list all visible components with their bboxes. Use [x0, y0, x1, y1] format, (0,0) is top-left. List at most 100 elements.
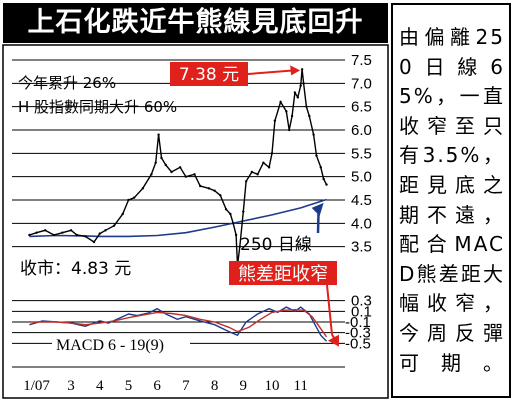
price-point-35 — [242, 210, 245, 213]
y-tick-label-6: 4.5 — [351, 192, 372, 209]
price-point-27 — [213, 189, 216, 192]
price-point-20 — [164, 163, 167, 167]
y-tick-label-4: 5.5 — [351, 145, 372, 162]
peak-price-arrow-line — [247, 69, 295, 75]
price-point-49 — [299, 84, 302, 87]
macd-tick-label-4: -0.5 — [345, 335, 371, 352]
y-tick-label-2: 6.5 — [351, 99, 372, 116]
annotation-ytd: 今年累升 26% — [18, 74, 116, 92]
y-tick-label-0: 7.5 — [351, 52, 372, 69]
price-point-8 — [92, 240, 96, 244]
price-point-41 — [270, 152, 274, 155]
price-point-28 — [219, 194, 222, 197]
chart-headline: 上石化跌近牛熊線見底回升 — [3, 3, 388, 43]
x-tick-label-4: 6 — [153, 378, 161, 394]
annotation-hshares: H 股指數同期大升 60% — [18, 98, 177, 116]
price-point-16 — [150, 173, 153, 176]
price-point-13 — [127, 198, 130, 202]
peak-price-callout-text: 7.38 元 — [179, 65, 239, 85]
x-tick-label-2: 4 — [96, 378, 104, 394]
price-point-29 — [224, 208, 228, 211]
macd-title: MACD 6 - 19(9) — [56, 337, 164, 354]
peak-price-callout-box — [170, 62, 248, 86]
price-point-6 — [75, 233, 78, 237]
price-point-47 — [293, 91, 297, 94]
price-point-4 — [61, 231, 64, 234]
price-point-46 — [290, 114, 294, 118]
y-tick-label-3: 6.0 — [351, 122, 372, 139]
y-tick-label-8: 3.5 — [351, 239, 372, 256]
price-point-39 — [262, 161, 265, 164]
price-point-42 — [273, 119, 277, 122]
price-point-40 — [267, 166, 271, 169]
price-point-12 — [121, 212, 124, 216]
price-point-3 — [52, 233, 56, 237]
price-point-5 — [69, 229, 73, 232]
price-point-38 — [256, 173, 259, 176]
annotation-ma-label: 250 日線 — [240, 235, 312, 255]
price-point-11 — [112, 224, 116, 227]
price-point-57 — [322, 177, 325, 181]
macd-tick-label-0: 0.3 — [351, 293, 372, 310]
macd-tick-label-3: -0.3 — [345, 325, 371, 342]
price-point-15 — [141, 187, 145, 190]
price-point-31 — [232, 222, 235, 225]
price-point-0 — [28, 233, 31, 237]
price-point-9 — [98, 232, 101, 235]
x-tick-label-8: 10 — [264, 378, 279, 394]
macd-callout-text: 熊差距收窄 — [238, 264, 328, 285]
ma-arrow-head — [311, 202, 324, 216]
x-tick-label-5: 7 — [182, 378, 190, 394]
price-point-51 — [302, 82, 305, 85]
macd-callout-box — [229, 261, 337, 285]
price-point-1 — [35, 231, 38, 234]
annotation-close: 收市：4.83 元 — [20, 259, 131, 279]
commentary-text: 由偏離250日線65%，一直收窄至只有3.5%，距見底之期不遠，配合MACD熊差… — [399, 25, 505, 375]
price-point-17 — [154, 161, 157, 164]
macd-arrow-head — [327, 334, 339, 347]
price-point-34 — [238, 245, 242, 248]
price-point-2 — [44, 229, 47, 232]
y-tick-label-1: 7.0 — [351, 75, 372, 92]
series-macd-line — [29, 306, 328, 342]
macd-title-bg — [52, 334, 190, 354]
price-point-53 — [308, 114, 311, 118]
price-point-52 — [305, 105, 308, 108]
price-point-54 — [312, 133, 315, 136]
price-point-18 — [157, 133, 160, 136]
price-point-30 — [229, 212, 232, 216]
price-point-25 — [199, 184, 202, 188]
price-point-48 — [296, 96, 300, 99]
y-tick-label-7: 4.0 — [351, 215, 372, 232]
x-tick-label-1: 3 — [67, 378, 75, 394]
x-tick-label-3: 5 — [125, 378, 133, 394]
price-point-44 — [285, 110, 288, 113]
x-tick-label-7: 9 — [240, 378, 248, 394]
price-point-10 — [104, 229, 107, 232]
x-tick-label-9: 11 — [293, 378, 307, 394]
price-point-23 — [184, 175, 188, 178]
macd-tick-label-2: -0.1 — [345, 314, 371, 331]
price-point-36 — [244, 180, 248, 183]
series-ma250-line — [29, 198, 327, 238]
x-tick-label-0: 1/07 — [23, 378, 50, 394]
price-point-45 — [288, 128, 291, 132]
peak-price-arrow-head — [290, 65, 301, 76]
price-point-56 — [319, 166, 322, 169]
y-tick-label-5: 5.0 — [351, 169, 372, 186]
x-tick-label-6: 8 — [211, 378, 219, 394]
commentary-panel: 由偏離250日線65%，一直收窄至只有3.5%，距見底之期不遠，配合MACD熊差… — [391, 3, 511, 398]
price-point-22 — [178, 166, 182, 169]
price-point-37 — [250, 170, 254, 174]
price-point-21 — [170, 170, 173, 174]
macd-tick-label-1: 0.1 — [351, 303, 372, 320]
price-point-43 — [279, 100, 282, 104]
price-point-32 — [234, 233, 238, 237]
close-label-bg — [16, 257, 156, 279]
price-point-50 — [300, 68, 304, 71]
price-point-55 — [315, 154, 318, 157]
series-signal-line — [29, 308, 328, 338]
price-point-19 — [160, 156, 163, 160]
